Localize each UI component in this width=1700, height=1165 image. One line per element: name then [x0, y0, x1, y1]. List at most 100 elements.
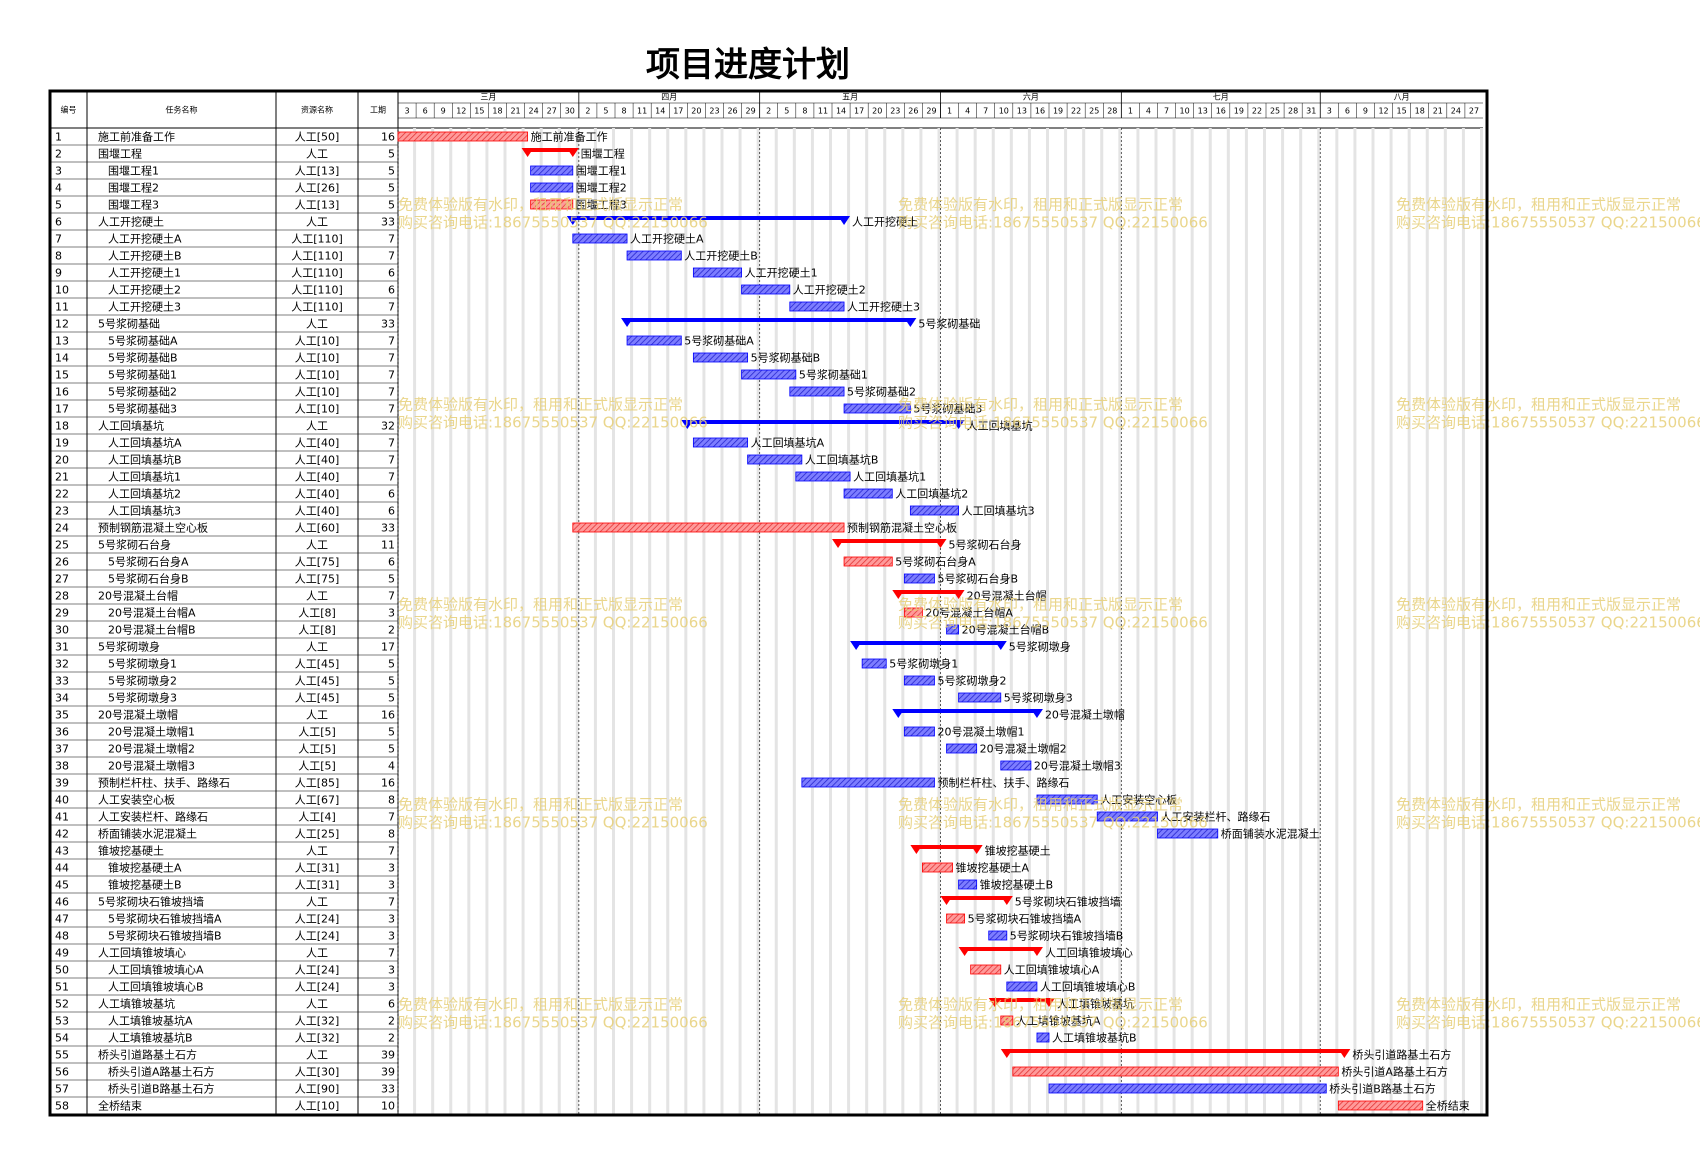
bar-label: 人工填锥坡基坑A: [1016, 1014, 1101, 1028]
task-bar: [958, 879, 978, 890]
bar-label: 20号混凝土墩帽2: [980, 742, 1067, 756]
task-name: 人工开挖硬土A: [108, 232, 182, 246]
task-duration: 5: [388, 165, 395, 178]
day-label: 18: [1415, 107, 1425, 116]
task-resource: 人工[5]: [298, 743, 336, 756]
watermark: 免费体验版有水印，租用和正式版显示正常: [898, 796, 1183, 814]
bar-label: 20号混凝土墩帽1: [937, 725, 1024, 739]
task-id: 44: [55, 862, 69, 875]
task-resource: 人工[75]: [295, 573, 340, 586]
task-id: 18: [55, 420, 69, 433]
task-id: 40: [55, 794, 69, 807]
task-id: 48: [55, 930, 69, 943]
cell-stripe: [1480, 128, 1483, 1114]
task-resource: 人工[110]: [291, 233, 343, 246]
day-label: 25: [1089, 107, 1099, 116]
day-label: 11: [818, 107, 828, 116]
task-name: 桥头引道路基土石方: [98, 1048, 197, 1062]
task-bar: [801, 777, 935, 788]
summary-end: [681, 420, 694, 429]
task-resource: 人工[110]: [291, 284, 343, 297]
day-label: 26: [908, 107, 918, 116]
task-resource: 人工: [306, 420, 328, 433]
bar-label: 5号浆砌石台身: [949, 538, 1022, 552]
task-resource: 人工[40]: [295, 437, 340, 450]
task-duration: 7: [388, 590, 395, 603]
watermark: 免费体验版有水印，租用和正式版显示正常: [1396, 196, 1681, 214]
task-id: 32: [55, 658, 69, 671]
summary-end: [566, 148, 579, 157]
watermark: 购买咨询电话:18675550537 QQ:22150066: [898, 1014, 1208, 1032]
task-duration: 7: [388, 845, 395, 858]
task-name: 人工填锥坡基坑A: [108, 1014, 193, 1028]
task-resource: 人工[31]: [295, 862, 340, 875]
day-label: 10: [1180, 107, 1190, 116]
task-resource: 人工: [306, 539, 328, 552]
task-name: 5号浆砌块石锥坡挡墙: [98, 895, 204, 909]
watermark: 免费体验版有水印，租用和正式版显示正常: [398, 396, 683, 414]
bar-label: 人工回填基坑3: [962, 504, 1035, 518]
cell-stripe: [702, 128, 706, 1114]
bar-label: 人工开挖硬土2: [793, 283, 866, 297]
cell-stripe: [973, 128, 977, 1114]
task-name: 桥头引道B路基土石方: [108, 1082, 215, 1096]
day-label: 28: [1288, 107, 1298, 116]
task-id: 31: [55, 641, 69, 654]
task-name: 20号混凝土墩帽3: [108, 759, 195, 773]
task-name: 人工开挖硬土B: [108, 249, 182, 263]
task-duration: 7: [388, 233, 395, 246]
day-label: 2: [766, 107, 771, 116]
task-id: 56: [55, 1066, 69, 1079]
task-bar: [397, 131, 528, 142]
task-id: 35: [55, 709, 69, 722]
task-name: 人工开挖硬土: [98, 215, 164, 229]
task-bar: [530, 182, 574, 193]
task-duration: 6: [388, 488, 395, 501]
task-duration: 5: [388, 573, 395, 586]
cell-stripe: [1046, 128, 1049, 1114]
task-resource: 人工[110]: [291, 250, 343, 263]
task-resource: 人工[24]: [295, 964, 340, 977]
bar-label: 全桥结束: [1426, 1099, 1470, 1113]
day-label: 19: [1234, 107, 1244, 116]
cell-stripe: [829, 128, 832, 1114]
task-name: 5号浆砌墩身2: [108, 674, 177, 688]
task-name: 20号混凝土墩帽2: [108, 742, 195, 756]
task-id: 41: [55, 811, 69, 824]
task-duration: 2: [388, 624, 395, 637]
summary-end: [910, 845, 923, 854]
task-id: 11: [55, 301, 69, 314]
task-name: 锥坡挖基硬土: [98, 844, 164, 858]
task-name: 20号混凝土墩帽: [98, 708, 178, 722]
month-label: 五月: [842, 93, 858, 102]
cell-stripe: [901, 128, 905, 1114]
task-resource: 人工: [306, 318, 328, 331]
task-id: 52: [55, 998, 69, 1011]
day-label: 17: [854, 107, 864, 116]
cell-stripe: [1335, 128, 1339, 1114]
bar-label: 5号浆砌石台身A: [895, 555, 976, 569]
day-label: 5: [603, 107, 608, 116]
task-resource: 人工[30]: [295, 1066, 340, 1079]
summary-end: [850, 641, 863, 650]
day-label: 22: [1071, 107, 1081, 116]
column-header: 任务名称: [166, 105, 198, 115]
task-name: 人工回填基坑A: [108, 436, 182, 450]
task-duration: 5: [388, 148, 395, 161]
task-bar: [1000, 760, 1032, 771]
cell-stripe: [1353, 128, 1357, 1114]
task-resource: 人工: [306, 845, 328, 858]
day-label: 17: [673, 107, 683, 116]
cell-stripe: [1208, 128, 1212, 1114]
day-label: 8: [802, 107, 807, 116]
bar-label: 围堰工程: [581, 148, 625, 161]
task-name: 5号浆砌墩身: [98, 640, 160, 654]
bar-label: 人工回填基坑A: [751, 436, 825, 450]
task-id: 54: [55, 1032, 69, 1045]
bar-label: 围堰工程1: [576, 165, 627, 178]
task-bar: [909, 505, 959, 516]
task-duration: 7: [388, 811, 395, 824]
day-label: 15: [474, 107, 484, 116]
task-name: 人工回填基坑1: [108, 470, 181, 484]
task-name: 锥坡挖基硬土B: [108, 878, 182, 892]
